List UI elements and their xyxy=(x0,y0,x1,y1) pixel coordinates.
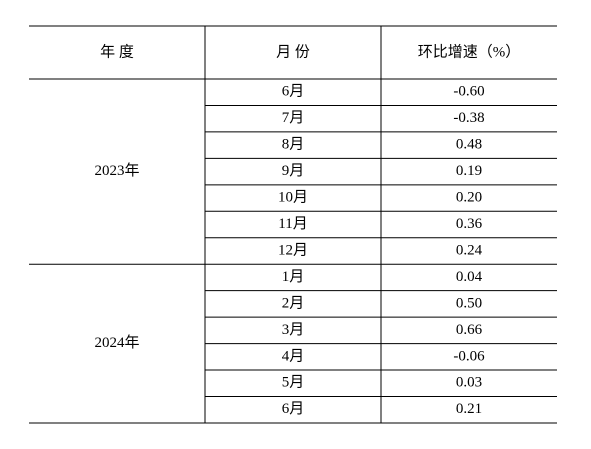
month-cell: 2月 xyxy=(282,295,305,311)
value-cell: 0.03 xyxy=(456,375,482,391)
value-cell: -0.06 xyxy=(453,348,485,364)
value-cell: 0.48 xyxy=(456,137,482,153)
value-cell: 0.20 xyxy=(456,190,482,206)
value-cell: -0.38 xyxy=(453,110,484,126)
month-cell: 1月 xyxy=(282,269,305,285)
header-cell: 环比增速（%） xyxy=(418,43,521,60)
value-cell: 0.04 xyxy=(456,269,483,285)
value-cell: 0.19 xyxy=(456,163,482,179)
month-cell: 10月 xyxy=(278,190,308,206)
month-cell: 5月 xyxy=(282,375,305,391)
month-cell: 6月 xyxy=(282,84,305,100)
month-cell: 8月 xyxy=(282,137,305,153)
month-cell: 9月 xyxy=(282,163,305,179)
header-cell: 年 度 xyxy=(100,43,134,60)
month-cell: 6月 xyxy=(282,401,305,417)
year-cell: 2024年 xyxy=(94,334,139,351)
value-cell: 0.24 xyxy=(456,242,483,258)
value-cell: 0.50 xyxy=(456,295,482,311)
value-cell: 0.66 xyxy=(456,322,483,338)
value-cell: 0.21 xyxy=(456,401,482,417)
year-cell: 2023年 xyxy=(94,162,139,179)
month-cell: 7月 xyxy=(282,110,305,126)
month-cell: 12月 xyxy=(278,242,308,258)
month-cell: 3月 xyxy=(282,322,305,338)
value-cell: 0.36 xyxy=(456,216,483,232)
month-cell: 4月 xyxy=(282,348,305,364)
value-cell: -0.60 xyxy=(453,84,484,100)
header-cell: 月 份 xyxy=(276,43,310,60)
month-cell: 11月 xyxy=(278,216,307,232)
